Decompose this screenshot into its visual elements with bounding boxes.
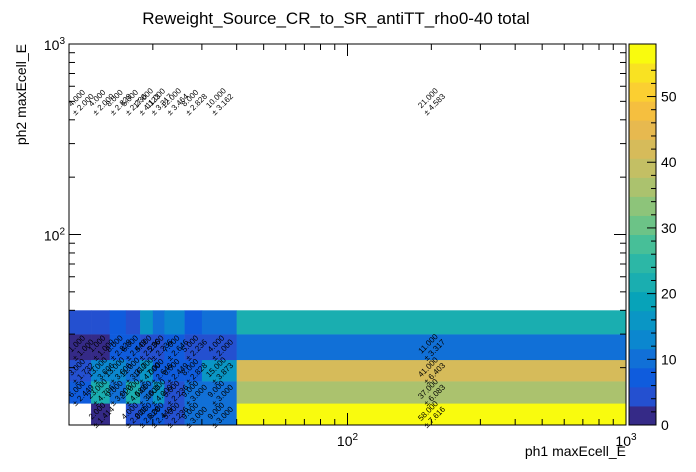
heatmap-cell [152,310,165,335]
colorbar-swatch [629,82,656,102]
colorbar-swatch [629,196,656,216]
heatmap-cell [201,310,237,335]
heatmap-cell [125,334,141,361]
heatmap-cell [140,310,154,335]
heatmap-cell [201,359,237,382]
heatmap-cell [201,403,237,426]
colorbar-swatch [629,139,656,159]
colorbar-swatch [629,291,656,312]
heatmap-cell [69,381,92,404]
heatmap-cell [69,310,92,335]
heatmap-cell [91,403,110,426]
heatmap-cell [236,310,627,335]
heatmap-cells [69,44,627,426]
colorbar-frame [628,43,657,426]
heatmap-cell [91,359,110,382]
heatmap-cell [125,403,141,426]
axes: 102 103 102 103 [44,36,637,449]
heatmap-cell [184,359,203,382]
heatmap-cell [164,359,185,382]
colorbar-swatch [629,348,656,369]
heatmap-cell [69,334,92,361]
colorbar-swatch [629,310,656,331]
colorbar-swatch [629,158,656,178]
heatmap-cell [164,403,185,426]
x-tick-label: 103 [615,432,637,449]
y-axis-label: ph2 maxEcell_E [13,44,29,145]
heatmap-cell [69,359,92,382]
heatmap-cell [140,403,154,426]
heatmap-cell [201,381,237,404]
heatmap-cell [201,334,237,361]
heatmap-cell [125,381,141,404]
heatmap-cell [109,359,127,382]
colorbar-swatch [629,367,656,388]
colorbar-tick-label: 10 [661,351,677,367]
heatmap-cell [140,359,154,382]
heatmap-cell [152,359,165,382]
colorbar-swatch [629,101,656,121]
heatmap-cell [152,381,165,404]
y-tick-label: 103 [44,36,66,53]
heatmap-cell [152,334,165,361]
heatmap-cell [164,381,185,404]
heatmap-cell [140,334,154,361]
colorbar-swatch [629,44,656,64]
colorbar-swatch [629,215,656,235]
colorbar-swatch [629,63,656,83]
colorbar-swatch [629,329,656,350]
heatmap-cell [184,310,203,335]
heatmap-cell [125,310,141,335]
x-tick-label: 102 [337,432,359,449]
heatmap-cell [109,334,127,361]
heatmap-cell [125,359,141,382]
colorbar-swatch [629,386,656,407]
heatmap-cell [236,334,627,361]
heatmap-cell [236,403,627,426]
heatmap-cell [164,334,185,361]
heatmap-cell [152,403,165,426]
colorbar-swatch [629,234,656,255]
y-tick-label: 102 [44,227,66,244]
colorbar-tick-label: 0 [661,417,669,433]
heatmap-cell [140,381,154,404]
heatmap-cell [109,381,127,404]
colorbar-tick-label: 30 [661,220,677,236]
colorbar-swatch [629,177,656,197]
colorbar-tick-label: 40 [661,154,677,170]
heatmap-cell [164,310,185,335]
heatmap-cell [236,381,627,404]
colorbar-swatch [629,253,656,274]
x-axis-label: ph1 maxEcell_E [525,443,626,459]
heatmap-cell [236,359,627,382]
chart-title: Reweight_Source_CR_to_SR_antiTT_rho0-40 … [142,9,529,28]
heatmap-cell [91,334,110,361]
heatmap-cell [91,310,110,335]
colorbar-swatch [629,405,656,426]
colorbar-swatch [629,272,656,293]
heatmap-cell [109,310,127,335]
bin-label: 37.000± 6.083 [416,377,447,408]
colorbar-swatch [629,120,656,140]
heatmap-cell [184,334,203,361]
heatmap-cell [91,381,110,404]
colorbar-tick-label: 20 [661,286,677,302]
heatmap-cell [184,381,203,404]
colorbar: 0 10 20 30 40 50 [628,43,677,433]
heatmap-cell [184,403,203,426]
colorbar-tick-label: 50 [661,89,677,105]
